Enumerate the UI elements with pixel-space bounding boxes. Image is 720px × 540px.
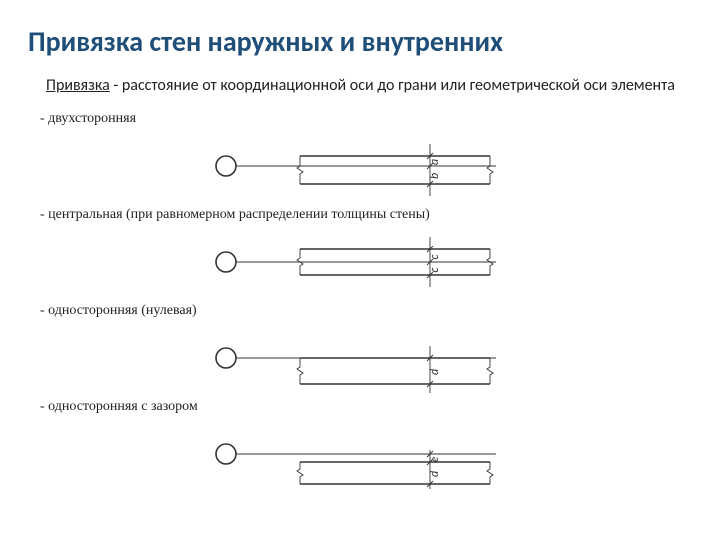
binding-diagram: ed (130, 419, 510, 489)
variant-diagram-holder: ed (130, 419, 692, 489)
definition-term: Привязка (46, 76, 110, 95)
svg-text:e: e (428, 456, 441, 461)
variant-diagram-holder: ab (130, 131, 692, 201)
variant-label: - двухсторонняя (40, 111, 692, 127)
binding-diagram: cc (130, 227, 510, 297)
variant-label: - односторонняя (нулевая) (40, 303, 692, 319)
variant-row: - односторонняя с зазоромed (40, 399, 692, 489)
svg-text:c: c (428, 267, 442, 272)
variant-row: - двухсторонняяab (40, 111, 692, 201)
variant-label: - односторонняя с зазором (40, 399, 692, 415)
svg-text:a: a (428, 158, 442, 164)
page-title: Привязка стен наружных и внутренних (28, 24, 692, 59)
variant-label: - центральная (при равномерном распредел… (40, 207, 692, 223)
variants-list: - двухсторонняяab- центральная (при равн… (40, 111, 692, 489)
svg-text:d: d (428, 368, 442, 374)
binding-diagram: ab (130, 131, 510, 201)
definition-text: Привязка - расстояние от координационной… (46, 75, 692, 97)
variant-diagram-holder: d (130, 323, 692, 393)
svg-text:b: b (428, 172, 442, 178)
svg-text:c: c (428, 254, 442, 259)
definition-rest: - расстояние от координационной оси до г… (110, 76, 675, 95)
slide-page: Привязка стен наружных и внутренних Прив… (0, 0, 720, 540)
binding-diagram: d (130, 323, 510, 393)
variant-diagram-holder: cc (130, 227, 692, 297)
variant-row: - односторонняя (нулевая) d (40, 303, 692, 393)
variant-row: - центральная (при равномерном распредел… (40, 207, 692, 297)
svg-text:d: d (428, 470, 442, 476)
